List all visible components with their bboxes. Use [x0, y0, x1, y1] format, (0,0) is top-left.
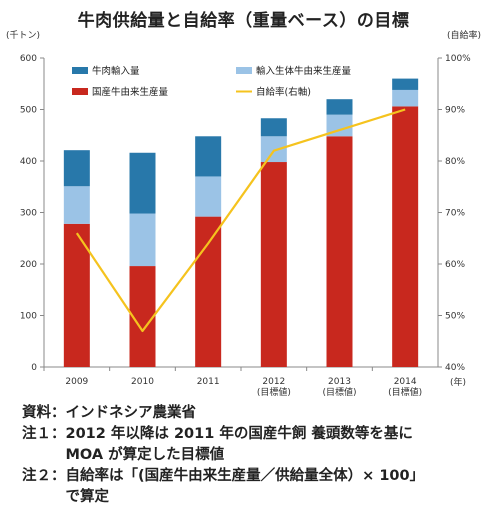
- x-tick-label: 2012: [262, 377, 285, 387]
- note-text: 2012 年以降は 2011 年の国産牛飼 養頭数等を基に MOA が算定した目…: [65, 426, 413, 463]
- legend-label: 国産牛由来生産量: [92, 86, 169, 98]
- note-1: 注１： 2012 年以降は 2011 年の国産牛飼 養頭数等を基に MOA が算…: [22, 424, 482, 466]
- note-label: 注１：: [22, 426, 66, 442]
- note-label: 注２：: [22, 468, 66, 484]
- bar-segment: [260, 118, 287, 137]
- y-right-tick-label: 60%: [445, 260, 465, 270]
- bar-segment: [392, 78, 419, 90]
- y-left-tick-label: 500: [20, 106, 37, 116]
- y-right-tick-label: 90%: [445, 106, 465, 116]
- chart-line: [75, 108, 406, 333]
- chart: 0 100 200 300 400 500 600 40% 50% 60% 70% 80% 90% 100…: [6, 29, 481, 398]
- bar-segment: [63, 150, 90, 187]
- legend-swatch: [236, 67, 252, 74]
- y-left-tick-label: 400: [20, 157, 37, 167]
- x-tick-label: 2010: [131, 377, 154, 387]
- y-left-tick-label: 600: [20, 54, 37, 64]
- y-right-tick-label: 50%: [445, 312, 465, 322]
- y-left-tick-label: 200: [20, 260, 37, 270]
- bar-segment: [195, 216, 222, 367]
- bar-segment: [129, 152, 156, 214]
- bar-segment: [195, 136, 222, 177]
- x-tick-sublabel: (目標値): [322, 386, 356, 398]
- y-right-tick-label: 40%: [445, 363, 465, 373]
- chart-bars: [63, 78, 419, 367]
- note-text: インドネシア農業省: [65, 405, 197, 421]
- bar-segment: [195, 176, 222, 217]
- legend-swatch: [72, 88, 88, 95]
- y-right-tick-label: 70%: [445, 209, 465, 219]
- bar-segment: [326, 114, 353, 137]
- x-unit-label: (年): [450, 376, 466, 388]
- x-tick-label: 2013: [328, 377, 351, 387]
- page-title: 牛肉供給量と自給率（重量ベース）の目標: [77, 11, 410, 31]
- notes-block: 資料： インドネシア農業省 注１： 2012 年以降は 2011 年の国産牛飼 …: [22, 403, 482, 508]
- bar-segment: [63, 186, 90, 224]
- y-right-unit-label: (自給率): [447, 29, 481, 41]
- bar-segment: [392, 106, 419, 367]
- bar-segment: [260, 136, 287, 163]
- x-tick-label: 2009: [65, 377, 88, 387]
- bar-segment: [260, 162, 287, 367]
- y-left-unit-label: (千トン): [6, 30, 40, 41]
- legend-swatch: [72, 67, 88, 74]
- bar-segment: [392, 89, 419, 107]
- ratio-line: [75, 108, 406, 333]
- legend-label: 輸入生体牛由来生産量: [256, 65, 352, 77]
- x-tick-sublabel: (目標値): [388, 386, 422, 398]
- legend-label: 牛肉輸入量: [92, 65, 140, 77]
- bar-segment: [326, 99, 353, 115]
- note-source: 資料： インドネシア農業省: [22, 403, 482, 424]
- y-right-tick-label: 80%: [445, 157, 465, 167]
- note-label: 資料：: [22, 405, 66, 421]
- y-left-tick-label: 0: [31, 363, 37, 373]
- x-tick-label: 2014: [394, 377, 417, 387]
- bar-segment: [326, 136, 353, 367]
- y-left-tick-label: 300: [20, 209, 37, 219]
- y-left-tick-label: 100: [20, 312, 37, 322]
- bar-segment: [129, 213, 156, 267]
- x-tick-sublabel: (目標値): [257, 386, 291, 398]
- chart-axes: 0 100 200 300 400 500 600 40% 50% 60% 70% 80% 90% 100…: [6, 29, 481, 398]
- x-tick-label: 2011: [197, 377, 220, 387]
- note-text: 自給率は「(国産牛由来生産量／供給量全体）× 100」 で算定: [65, 468, 425, 505]
- legend-label: 自給率(右軸): [256, 86, 311, 98]
- y-right-tick-label: 100%: [445, 54, 471, 64]
- note-2: 注２： 自給率は「(国産牛由来生産量／供給量全体）× 100」 で算定: [22, 466, 482, 508]
